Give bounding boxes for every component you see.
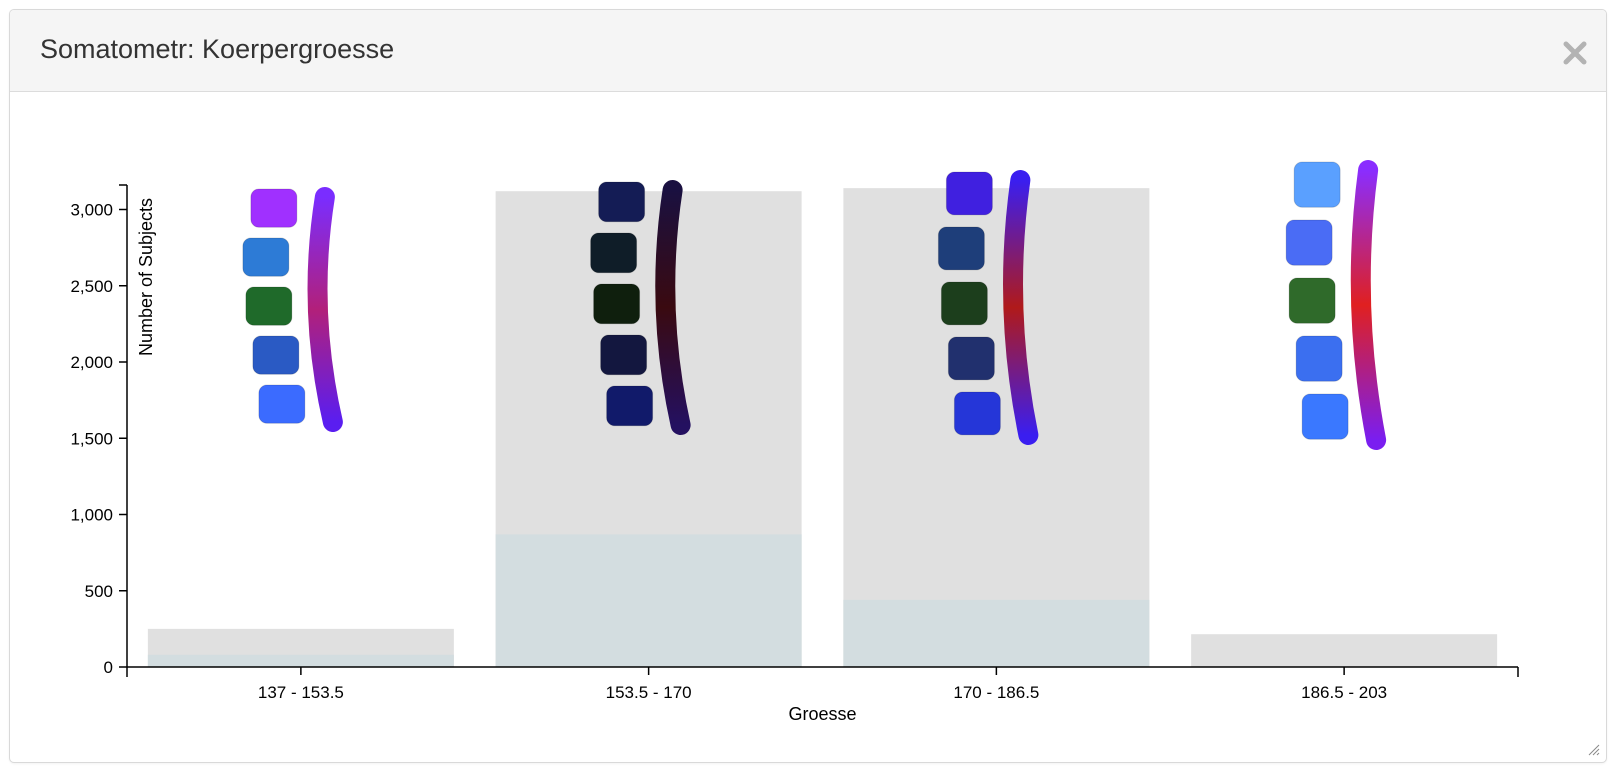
y-tick-label: 3,000 xyxy=(70,201,113,220)
panel-header: Somatometr: Koerpergroesse xyxy=(10,10,1606,92)
y-tick-label: 1,000 xyxy=(70,506,113,525)
resize-grip-icon[interactable] xyxy=(1586,742,1600,756)
x-tick-label: 186.5 - 203 xyxy=(1301,683,1387,702)
y-tick-label: 0 xyxy=(104,658,113,677)
spine-model-icon xyxy=(1285,160,1387,450)
y-tick-label: 1,500 xyxy=(70,429,113,448)
y-axis-label: Number of Subjects xyxy=(136,198,156,356)
spine-model-icon xyxy=(242,187,343,432)
y-tick-label: 2,500 xyxy=(70,277,113,296)
chart-area: 0 500 1,000 1,500 2,000 2,500 3,000 137 - 153.5… xyxy=(10,92,1606,762)
x-tick-label: 153.5 - 170 xyxy=(606,683,692,702)
bar-chart: 0 500 1,000 1,500 2,000 2,500 3,000 137 - 153.5… xyxy=(70,160,1519,724)
chart-panel: Somatometr: Koerpergroesse 0 500 1,000 1,50… xyxy=(9,9,1607,763)
y-tick-label: 500 xyxy=(85,582,113,601)
bar-total[interactable] xyxy=(1191,634,1498,667)
spine-model-icon xyxy=(590,180,691,435)
bar-subset[interactable] xyxy=(495,534,802,667)
y-tick-label: 2,000 xyxy=(70,353,113,372)
x-tick-label: 137 - 153.5 xyxy=(258,683,344,702)
x-axis-label: Groesse xyxy=(788,704,856,724)
panel-title: Somatometr: Koerpergroesse xyxy=(40,34,395,64)
bar-subset[interactable] xyxy=(147,654,454,667)
close-icon[interactable] xyxy=(1560,38,1590,68)
spine-model-icon xyxy=(937,170,1039,445)
x-tick-label: 170 - 186.5 xyxy=(953,683,1039,702)
bar-subset[interactable] xyxy=(843,599,1150,667)
